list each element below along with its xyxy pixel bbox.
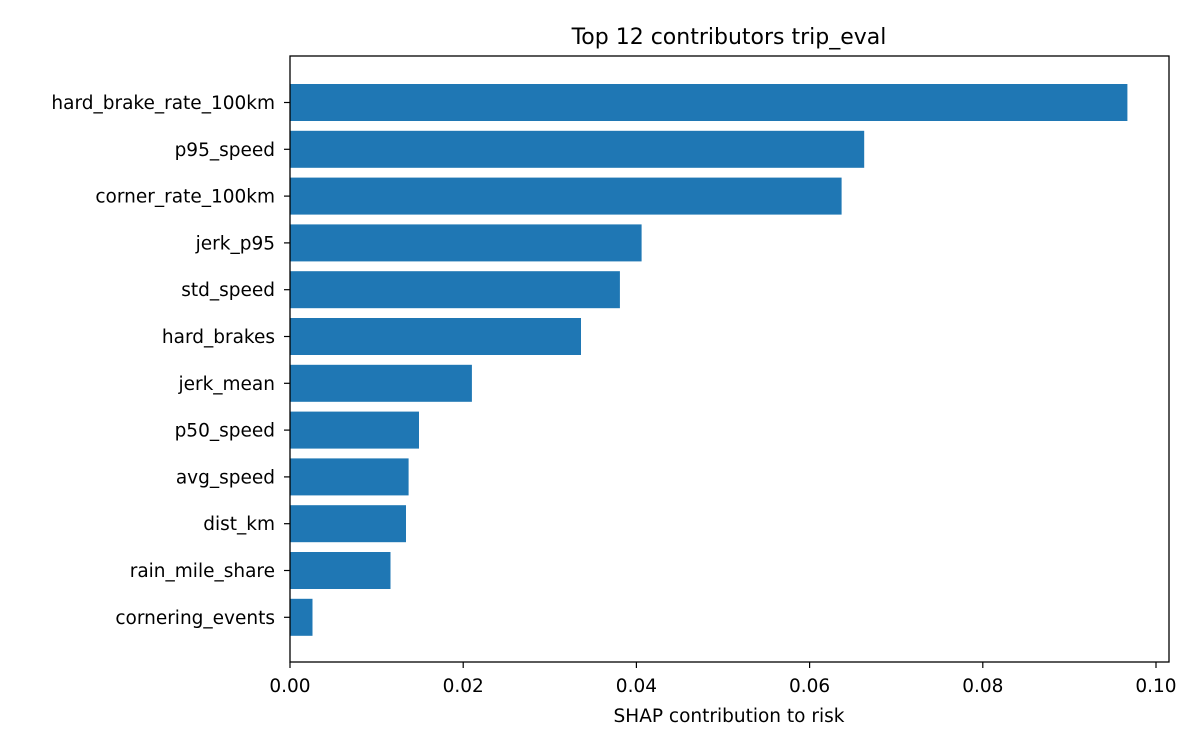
- bar-hard-brake-rate-100km: [290, 84, 1128, 121]
- y-axis-ticks: hard_brake_rate_100km p95_speed corner_rat…: [51, 93, 290, 629]
- bar-dist-km: [290, 505, 406, 543]
- bar-p95-speed: [290, 130, 865, 168]
- y-tick-label: hard_brake_rate_100km: [51, 93, 275, 114]
- plot-frame: [289, 55, 1170, 663]
- y-tick-label: jerk_p95: [195, 233, 275, 254]
- x-tick-label: 0.04: [616, 676, 657, 697]
- y-tick-label: corner_rate_100km: [95, 187, 275, 208]
- y-tick-label: avg_speed: [176, 467, 275, 488]
- bar-avg-speed: [290, 458, 409, 496]
- y-tick-label: p95_speed: [175, 140, 275, 161]
- y-tick-label: dist_km: [203, 514, 275, 535]
- bar-p50-speed: [290, 411, 419, 449]
- y-tick-label: cornering_events: [115, 608, 275, 629]
- bar-std-speed: [290, 271, 620, 309]
- bar-corner-rate-100km: [290, 177, 842, 215]
- x-tick-label: 0.08: [962, 676, 1003, 697]
- y-tick-label: p50_speed: [175, 421, 275, 442]
- x-tick-label: 0.02: [443, 676, 484, 697]
- x-tick-label: 0.00: [269, 676, 310, 697]
- y-tick-label: hard_brakes: [162, 327, 275, 348]
- y-tick-label: std_speed: [181, 280, 275, 301]
- y-tick-label: rain_mile_share: [130, 561, 275, 582]
- bar-jerk-mean: [290, 364, 472, 402]
- x-tick-label: 0.10: [1135, 676, 1176, 697]
- bar-jerk-p95: [290, 224, 642, 262]
- bars-layer: [290, 84, 1128, 636]
- x-tick-label: 0.06: [789, 676, 830, 697]
- bar-cornering-events: [290, 598, 313, 636]
- bar-hard-brakes: [290, 318, 581, 355]
- x-axis-label: SHAP contribution to risk: [614, 706, 845, 727]
- chart-title: Top 12 contributors trip_eval: [571, 25, 887, 50]
- x-axis-ticks: 0.00 0.02 0.04 0.06 0.08 0.10: [269, 662, 1177, 697]
- y-tick-label: jerk_mean: [177, 374, 275, 395]
- bar-rain-mile-share: [290, 552, 391, 589]
